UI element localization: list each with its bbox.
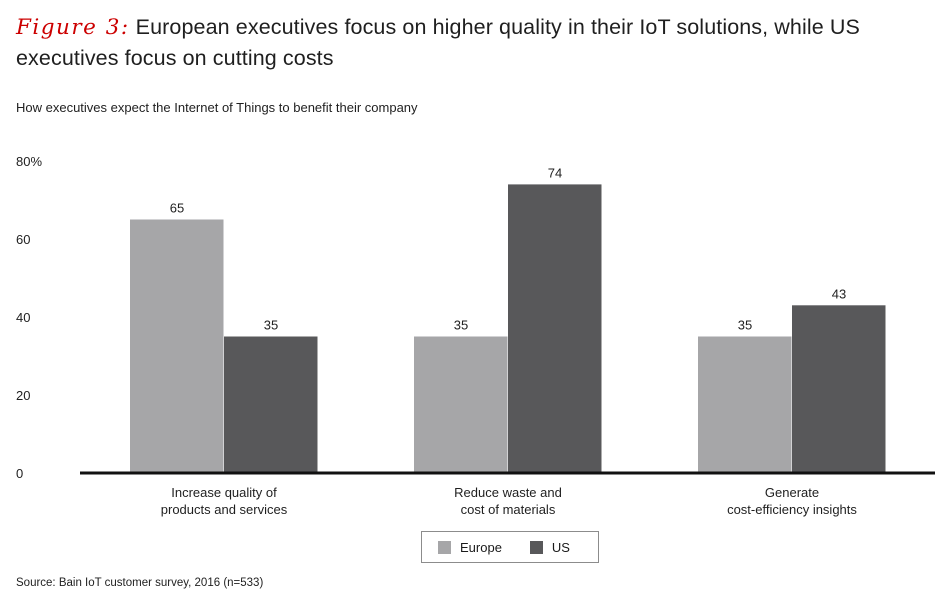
- legend-swatch-us: [529, 540, 543, 554]
- data-label: 35: [738, 318, 752, 333]
- chart-subtitle: How executives expect the Internet of Th…: [16, 100, 418, 115]
- bar-europe-3: [698, 336, 792, 473]
- legend: Europe US: [421, 531, 599, 563]
- data-label: 43: [832, 286, 846, 301]
- legend-item-europe: Europe: [438, 540, 502, 555]
- y-tick-label: 80%: [16, 154, 42, 169]
- x-tick-label: products and services: [161, 502, 288, 517]
- bar-europe-1: [130, 219, 224, 473]
- x-tick-label: Reduce waste and: [454, 485, 562, 500]
- y-tick-label: 40: [16, 310, 30, 325]
- x-tick-label: Generate: [765, 485, 819, 500]
- data-label: 35: [264, 318, 278, 333]
- x-tick-label: cost-efficiency insights: [727, 502, 857, 517]
- data-label: 35: [454, 318, 468, 333]
- legend-item-us: US: [529, 539, 570, 555]
- bar-us-3: [792, 305, 886, 473]
- y-tick-label: 60: [16, 232, 30, 247]
- source-note: Source: Bain IoT customer survey, 2016 (…: [16, 577, 264, 589]
- legend-label-us: US: [551, 539, 570, 555]
- legend-label-europe: Europe: [460, 539, 502, 555]
- x-tick-label: cost of materials: [461, 502, 556, 517]
- chart-title: Figure 3: European executives focus on hi…: [16, 12, 941, 73]
- y-tick-label: 0: [16, 466, 23, 481]
- bar-us-2: [508, 184, 602, 473]
- figure-title: European executives focus on higher qual…: [16, 15, 860, 70]
- figure-label: Figure 3:: [16, 15, 130, 40]
- bar-us-1: [224, 336, 318, 473]
- legend-swatch-europe: [438, 540, 451, 554]
- x-tick-label: Increase quality of: [171, 485, 277, 500]
- bar-europe-2: [414, 336, 508, 473]
- data-label: 74: [548, 165, 562, 180]
- y-tick-label: 20: [16, 388, 30, 403]
- data-label: 65: [170, 201, 184, 216]
